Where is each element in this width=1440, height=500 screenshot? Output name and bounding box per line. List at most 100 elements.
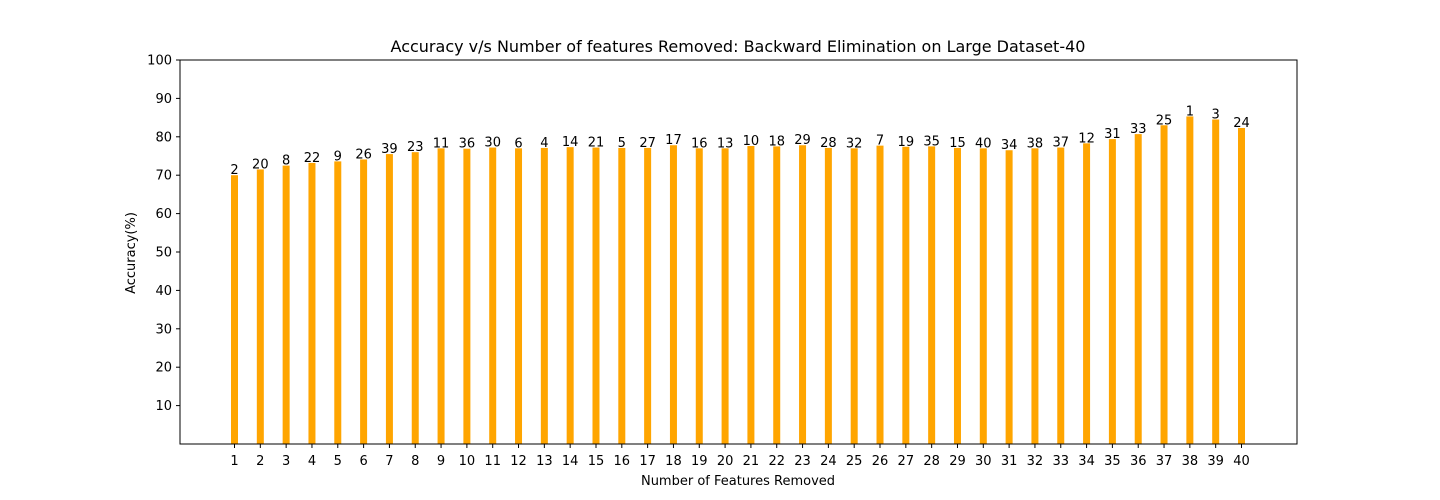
bar-data-label: 36 — [459, 137, 476, 152]
x-tick-label: 34 — [1078, 454, 1095, 469]
x-tick-label: 24 — [820, 454, 837, 469]
x-tick-label: 16 — [614, 454, 631, 469]
bar-data-label: 20 — [252, 157, 269, 172]
y-tick-label: 60 — [155, 207, 172, 222]
y-axis-label: Accuracy(%) — [124, 212, 139, 294]
bar-data-label: 37 — [1052, 136, 1069, 151]
x-tick-label: 25 — [846, 454, 863, 469]
bar-3 — [282, 165, 290, 444]
x-tick-label: 14 — [562, 454, 579, 469]
bar-15 — [592, 147, 600, 444]
y-tick-label: 10 — [155, 399, 172, 414]
bar-data-label: 13 — [717, 136, 734, 151]
bar-19 — [695, 148, 703, 444]
x-tick-label: 3 — [282, 454, 290, 469]
bar-data-label: 4 — [540, 136, 548, 151]
x-tick-label: 18 — [665, 454, 682, 469]
x-tick-label: 10 — [459, 454, 476, 469]
x-tick-label: 11 — [484, 454, 501, 469]
x-tick-label: 1 — [230, 454, 238, 469]
x-tick-label: 15 — [588, 454, 605, 469]
bar-data-label: 2 — [230, 163, 238, 178]
bar-data-label: 35 — [923, 134, 940, 149]
bar-36 — [1134, 134, 1142, 444]
x-tick-label: 2 — [256, 454, 264, 469]
bar-data-label: 16 — [691, 136, 708, 151]
bar-27 — [902, 146, 910, 444]
x-tick-label: 30 — [975, 454, 992, 469]
bar-data-label: 6 — [514, 136, 522, 151]
y-tick-label: 40 — [155, 284, 172, 299]
x-tick-label: 26 — [872, 454, 889, 469]
y-tick-label: 80 — [155, 130, 172, 145]
bar-data-label: 15 — [949, 136, 966, 151]
y-ticks-group: 10 20 30 40 50 60 70 80 90 100 — [147, 54, 180, 414]
x-tick-label: 40 — [1233, 454, 1250, 469]
x-tick-label: 21 — [743, 454, 760, 469]
x-tick-label: 36 — [1130, 454, 1147, 469]
bar-data-label: 19 — [898, 135, 915, 150]
bar-39 — [1212, 119, 1220, 445]
bar-18 — [669, 145, 677, 445]
plot-frame — [179, 59, 1298, 445]
x-tick-label: 31 — [1001, 454, 1018, 469]
bar-14 — [566, 147, 574, 444]
x-tick-label: 8 — [411, 454, 419, 469]
bar-data-label: 38 — [1027, 136, 1044, 151]
bar-data-label: 34 — [1001, 138, 1018, 153]
bar-30 — [979, 148, 987, 444]
x-tick-label: 5 — [334, 454, 342, 469]
x-tick-label: 7 — [385, 454, 393, 469]
bar-12 — [515, 148, 523, 444]
bar-data-label: 31 — [1104, 127, 1121, 142]
x-tick-label: 29 — [949, 454, 966, 469]
bar-data-label: 40 — [975, 136, 992, 151]
x-axis-label: Number of Features Removed — [641, 474, 835, 489]
x-tick-label: 20 — [717, 454, 734, 469]
bar-data-label: 14 — [562, 135, 579, 150]
bar-data-label: 32 — [846, 136, 863, 151]
bar-24 — [824, 147, 832, 444]
bar-31 — [1005, 150, 1013, 445]
y-tick-label: 70 — [155, 169, 172, 184]
bar-data-label: 24 — [1233, 116, 1250, 131]
bar-data-label: 39 — [381, 142, 398, 157]
bar-data-label: 8 — [282, 154, 290, 169]
bar-data-label: 9 — [334, 149, 342, 164]
bar-9 — [437, 148, 445, 444]
y-tick-label: 90 — [155, 92, 172, 107]
bar-6 — [360, 159, 368, 444]
x-tick-label: 13 — [536, 454, 553, 469]
x-tick-label: 32 — [1027, 454, 1044, 469]
x-tick-label: 23 — [794, 454, 811, 469]
x-tick-label: 17 — [639, 454, 656, 469]
bar-25 — [850, 148, 858, 444]
bar-29 — [953, 147, 961, 444]
x-tick-label: 33 — [1052, 454, 1069, 469]
bar-21 — [747, 146, 755, 445]
bar-data-label: 3 — [1212, 108, 1220, 123]
bar-data-label: 29 — [794, 133, 811, 148]
bar-11 — [489, 147, 497, 444]
bar-40 — [1238, 127, 1245, 444]
bar-data-label: 10 — [743, 134, 760, 149]
x-tick-label: 19 — [691, 454, 708, 469]
bar-data-label: 18 — [768, 134, 785, 149]
y-tick-label: 100 — [147, 54, 172, 69]
bar-33 — [1057, 147, 1065, 444]
x-tick-label: 28 — [923, 454, 940, 469]
x-tick-label: 27 — [898, 454, 915, 469]
bar-5 — [334, 161, 342, 444]
bar-data-label: 30 — [484, 136, 501, 151]
bar-labels-group: 2 20 8 22 9 26 39 23 11 36 30 6 4 14 21 5 27 17 16 13 10 18 29… — [230, 104, 1249, 178]
bar-38 — [1186, 116, 1194, 444]
bar-35 — [1108, 139, 1116, 444]
bar-data-label: 22 — [304, 151, 321, 166]
bar-data-label: 33 — [1130, 122, 1147, 137]
x-tick-label: 38 — [1182, 454, 1199, 469]
bar-data-label: 28 — [820, 136, 837, 151]
x-tick-label: 22 — [768, 454, 785, 469]
x-tick-label: 35 — [1104, 454, 1121, 469]
